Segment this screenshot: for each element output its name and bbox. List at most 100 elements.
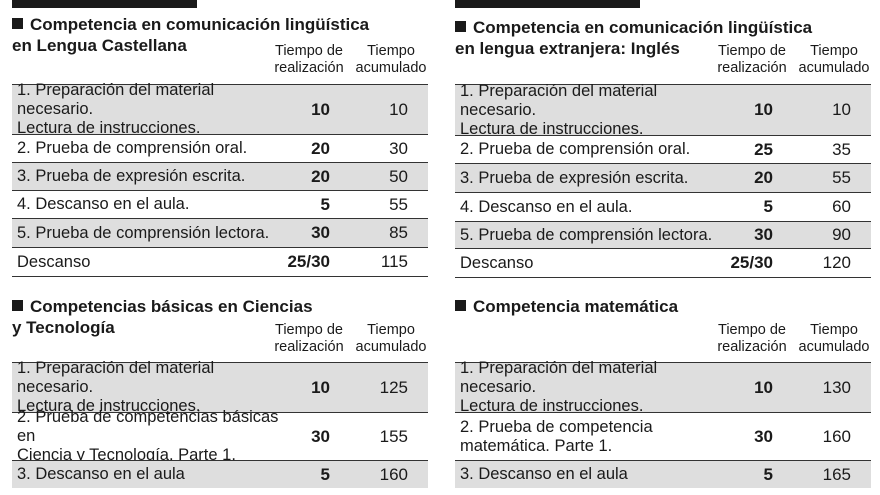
table-row: 1. Preparación del material necesario. Le…: [12, 81, 428, 137]
row-label: 4. Descanso en el aula.: [17, 195, 190, 213]
row-label: 2. Prueba de competencias básicas en Cien…: [17, 408, 279, 464]
column-header-acumulado: Tiempo acumulado: [355, 322, 427, 355]
row-label: 3. Prueba de expresión escrita.: [17, 167, 246, 185]
header-bar-right: [455, 0, 640, 8]
table-row: 5. Prueba de comprensión lectora. 30 90: [455, 221, 871, 248]
section-title-line: en lengua extranjera: Inglés: [455, 39, 680, 58]
time-acumulado: 160: [822, 426, 851, 446]
row-label: 1. Preparación del material necesario. Le…: [460, 81, 658, 138]
time-realizacion: 25/30: [730, 253, 773, 272]
section-title: Competencia matemática: [455, 296, 678, 317]
table-row: 2. Prueba de comprensión oral. 25 35: [455, 135, 871, 163]
time-realizacion: 20: [754, 168, 773, 187]
row-label: 1. Preparación del material necesario. Le…: [460, 359, 658, 415]
section-title-line: Competencia en comunicación lingüística: [473, 18, 813, 37]
table-row: 3. Descanso en el aula 5 160: [12, 460, 428, 488]
row-label: 5. Prueba de comprensión lectora.: [17, 223, 270, 242]
row-label: 1. Preparación del material necesario. Le…: [17, 359, 215, 415]
time-realizacion: 10: [754, 377, 773, 397]
time-acumulado: 160: [379, 464, 408, 484]
table-row: Descanso 25/30 120: [455, 248, 871, 278]
time-acumulado: 125: [379, 377, 408, 397]
table-row: 3. Prueba de expresión escrita. 20 55: [455, 163, 871, 192]
table-row: 1. Preparación del material necesario. Le…: [455, 359, 871, 415]
schedule-table: 1. Preparación del material necesario. Le…: [455, 359, 871, 488]
time-acumulado: 120: [822, 253, 851, 272]
square-bullet-icon: [12, 18, 23, 29]
time-acumulado: 130: [822, 377, 851, 397]
table-row: 3. Descanso en el aula 5 165: [455, 460, 871, 488]
section-title-line: Competencia en comunicación lingüística: [30, 15, 370, 34]
header-bar-left: [12, 0, 197, 8]
time-realizacion: 30: [754, 426, 773, 446]
time-realizacion: 25: [754, 139, 773, 159]
section-title-line: en Lengua Castellana: [12, 36, 187, 55]
row-label: 3. Descanso en el aula: [460, 465, 628, 483]
table-row: 3. Prueba de expresión escrita. 20 50: [12, 162, 428, 190]
row-label: 2. Prueba de comprensión oral.: [17, 139, 248, 157]
schedule-table: 1. Preparación del material necesario. Le…: [455, 82, 871, 278]
time-realizacion: 5: [763, 197, 773, 216]
time-realizacion: 5: [763, 464, 773, 484]
section-title: Competencias básicas en Ciencias y Tecnol…: [12, 296, 313, 338]
time-realizacion: 30: [754, 225, 773, 244]
section-title-line: Competencia matemática: [473, 297, 679, 316]
time-realizacion: 5: [320, 464, 330, 484]
time-acumulado: 35: [832, 139, 851, 159]
square-bullet-icon: [455, 21, 466, 32]
table-row: 2. Prueba de competencias básicas en Cien…: [12, 408, 428, 464]
row-label: 4. Descanso en el aula.: [460, 197, 633, 216]
row-label: 2. Prueba de comprensión oral.: [460, 140, 691, 158]
time-acumulado: 10: [832, 100, 851, 119]
time-realizacion: 20: [311, 138, 330, 158]
schedule-table: 1. Preparación del material necesario. Le…: [12, 359, 428, 488]
time-realizacion: 10: [311, 377, 330, 397]
table-row: 1. Preparación del material necesario. Le…: [455, 82, 871, 138]
column-header-realizacion: Tiempo de realización: [717, 43, 787, 76]
row-label: 3. Prueba de expresión escrita.: [460, 168, 689, 187]
section-title-line: y Tecnología: [12, 318, 115, 337]
column-header-acumulado: Tiempo acumulado: [798, 322, 870, 355]
time-realizacion: 10: [754, 100, 773, 119]
row-label: 5. Prueba de comprensión lectora.: [460, 225, 713, 244]
column-header-realizacion: Tiempo de realización: [717, 322, 787, 355]
row-label: Descanso: [17, 252, 91, 271]
column-header-realizacion: Tiempo de realización: [274, 43, 344, 76]
square-bullet-icon: [12, 300, 23, 311]
time-realizacion: 25/30: [287, 252, 330, 271]
section-title-line: Competencias básicas en Ciencias: [30, 297, 313, 316]
table-row: 5. Prueba de comprensión lectora. 30 85: [12, 218, 428, 247]
table-row: 2. Prueba de comprensión oral. 20 30: [12, 134, 428, 162]
time-acumulado: 165: [822, 464, 851, 484]
schedule-table: 1. Preparación del material necesario. Le…: [12, 81, 428, 277]
row-label: 2. Prueba de competencia matemática. Part…: [460, 417, 653, 455]
table-row: 2. Prueba de competencia matemática. Part…: [455, 412, 871, 460]
column-header-acumulado: Tiempo acumulado: [355, 43, 427, 76]
time-acumulado: 55: [389, 194, 408, 214]
table-row: 4. Descanso en el aula. 5 60: [455, 192, 871, 221]
time-realizacion: 30: [311, 426, 330, 446]
time-acumulado: 155: [379, 426, 408, 446]
time-acumulado: 90: [832, 225, 851, 244]
table-row: 4. Descanso en el aula. 5 55: [12, 190, 428, 218]
table-row: Descanso 25/30 115: [12, 247, 428, 277]
row-label: 3. Descanso en el aula: [17, 465, 185, 483]
row-label: 1. Preparación del material necesario. Le…: [17, 81, 215, 137]
time-realizacion: 20: [311, 166, 330, 186]
time-realizacion: 5: [320, 194, 330, 214]
section-title: Competencia en comunicación lingüística e…: [12, 14, 369, 56]
time-realizacion: 10: [311, 99, 330, 119]
square-bullet-icon: [455, 300, 466, 311]
time-acumulado: 115: [380, 252, 408, 271]
time-acumulado: 55: [832, 168, 851, 187]
section-title: Competencia en comunicación lingüística e…: [455, 17, 812, 59]
row-label: Descanso: [460, 253, 534, 272]
time-realizacion: 30: [311, 223, 330, 242]
column-header-acumulado: Tiempo acumulado: [798, 43, 870, 76]
time-acumulado: 10: [389, 99, 408, 119]
time-acumulado: 50: [389, 166, 408, 186]
time-acumulado: 85: [389, 223, 408, 242]
time-acumulado: 30: [389, 138, 408, 158]
column-header-realizacion: Tiempo de realización: [274, 322, 344, 355]
time-acumulado: 60: [832, 197, 851, 216]
